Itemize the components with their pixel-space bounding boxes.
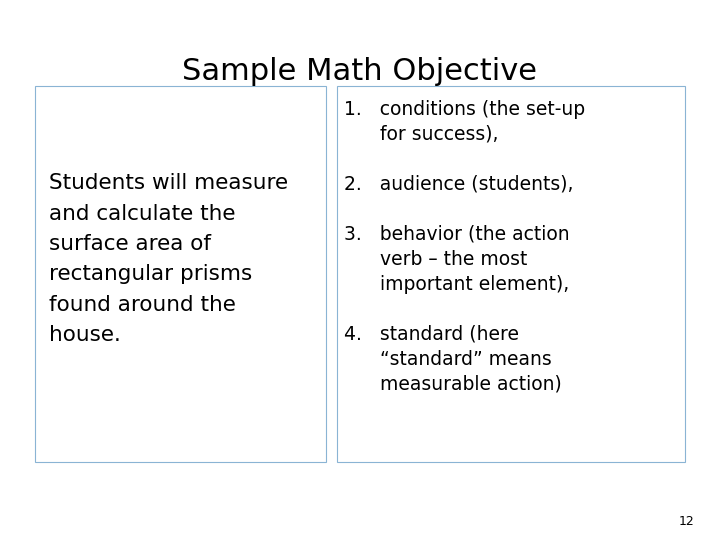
FancyBboxPatch shape (337, 86, 685, 462)
Text: Sample Math Objective: Sample Math Objective (182, 57, 538, 86)
Text: 1.   conditions (the set-up
      for success),

2.   audience (students),

3.  : 1. conditions (the set-up for success), … (344, 100, 585, 394)
Text: 12: 12 (679, 515, 695, 528)
Text: Students will measure
and calculate the
surface area of
rectangular prisms
found: Students will measure and calculate the … (49, 173, 288, 345)
FancyBboxPatch shape (35, 86, 326, 462)
